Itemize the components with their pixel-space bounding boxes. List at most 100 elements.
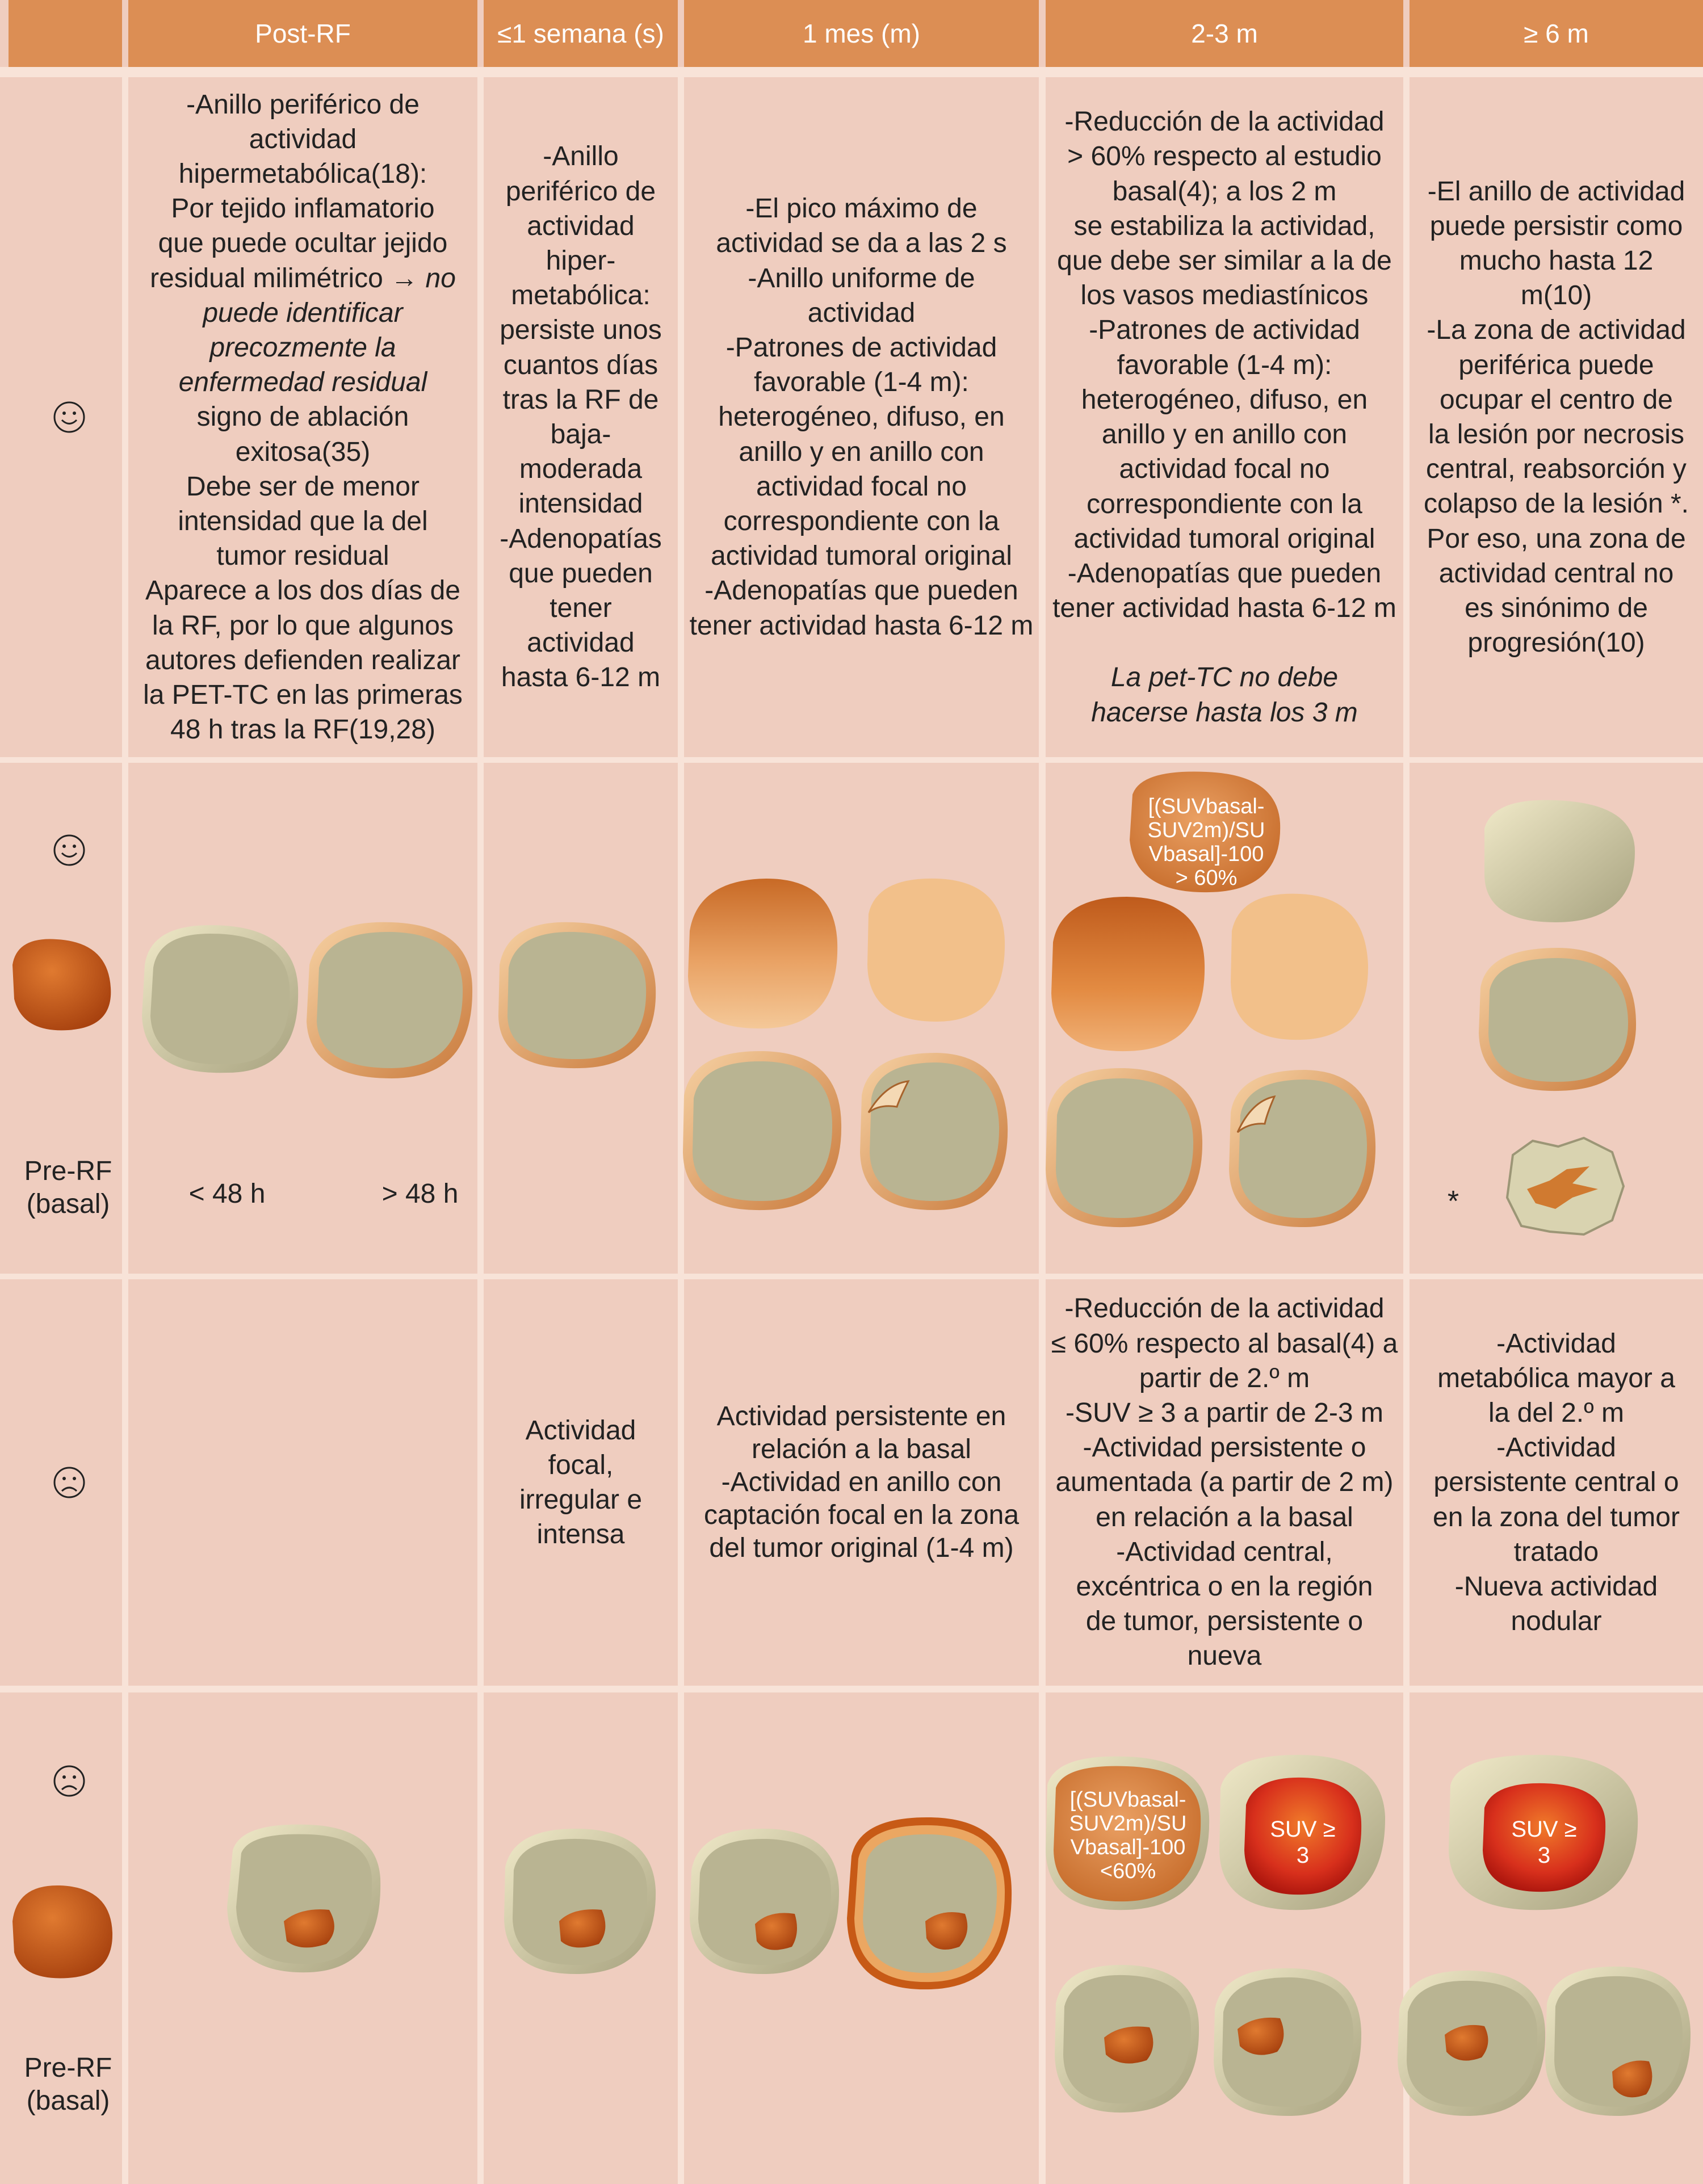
smiley-icon [53, 834, 85, 866]
text-line: correspondiente con la [1087, 489, 1362, 519]
fav-post-rf-text: -Anillo periférico de actividad hipermet… [143, 89, 463, 745]
text-line: > 60% respecto al estudio [1067, 141, 1382, 172]
text-line: favorable (1-4 m): [1117, 350, 1332, 380]
frown-icon [53, 1467, 85, 1498]
text-line: -Anillo uniforme de [748, 263, 975, 293]
text-line: actividad [527, 628, 635, 658]
unfav-week-zone [504, 1828, 656, 1975]
text-line: -Actividad central, [1116, 1536, 1333, 1567]
fav-6m-text: -El anillo de actividad puede persistir c… [1410, 77, 1703, 757]
fav-2-3m-text: -Reducción de la actividad > 60% respecto… [1046, 77, 1403, 757]
text-line: actividad focal no [756, 471, 967, 502]
text-line: metabólica mayor a [1437, 1363, 1675, 1393]
text-line: -Adenopatías [500, 523, 662, 554]
text-line: intensa [536, 1519, 625, 1550]
unfav-month-ring-focal [847, 1817, 1012, 1990]
text-line: hacerse hasta los 3 m [1091, 697, 1358, 728]
text-line: -Reducción de la actividad [1064, 1293, 1385, 1324]
text-line: actividad tumoral original [711, 541, 1012, 572]
text-line: Actividad persistente en [716, 1401, 1006, 1431]
text-line: correspondiente con la [723, 506, 1000, 536]
text-line: ocupar el centro de [1440, 384, 1673, 415]
text-line: -Adenopatías que pueden [704, 576, 1018, 606]
text-line: hasta 6-12 m [501, 662, 661, 693]
text-line: la del 2.º m [1488, 1397, 1624, 1428]
text-line: captación focal en la zona [703, 1500, 1020, 1530]
text-line: tras la RF de [502, 384, 659, 415]
text-line: -Actividad en anillo con [721, 1467, 1002, 1497]
text-line: que pueden [509, 558, 653, 589]
unfav-m23-suv-ge3 [1219, 1754, 1386, 1910]
unfav-month-persistent [690, 1828, 840, 1975]
text-line: baja- [550, 419, 611, 450]
text-line: -El pico máximo de [745, 194, 978, 224]
text-line: actividad se da a las 2 s [716, 228, 1007, 259]
text-line: que debe ser similar a la de [1057, 246, 1392, 276]
asterisk-label: * [1447, 1185, 1459, 1218]
text-line: anillo y en anillo con [1101, 419, 1348, 450]
text-line: en la zona del tumor [1433, 1502, 1680, 1532]
unfav-2-3m-text: -Reducción de la actividad ≤ 60% respecto… [1046, 1279, 1403, 1686]
unfav-m23-eccentric [1214, 1968, 1362, 2116]
unfav-m6-central [1398, 1970, 1546, 2116]
unfav-m6-nodular [1545, 1966, 1691, 2116]
unfav-m6-suv-ge3 [1449, 1754, 1638, 1910]
unfav-post-rf-zone [227, 1824, 381, 1973]
suv-ge3-m23-text: SUV ≥ 3 [1270, 1817, 1336, 1868]
text-line: metabólica: [511, 280, 651, 311]
text-line: basal(4); a los 2 m [1112, 176, 1337, 207]
text-line: del tumor original (1-4 m) [709, 1533, 1014, 1563]
text-line: -Reducción de la actividad [1064, 107, 1385, 137]
text-line: los vasos mediastínicos [1080, 280, 1369, 311]
text-line: tratado [1513, 1536, 1599, 1567]
text-line: es sinónimo de [1465, 593, 1648, 624]
header-post-rf: Post-RF [128, 0, 477, 67]
text-line: anillo y en anillo con [739, 436, 984, 467]
header-corner [9, 0, 122, 67]
text-line: Por eso, una zona de [1427, 523, 1686, 554]
m23-ring-focal [1229, 1070, 1376, 1228]
header-6m: ≥ 6 m [1410, 0, 1703, 67]
month-heterogeneous [688, 879, 838, 1029]
text-line: irregular e [519, 1485, 643, 1515]
text-line: ≤ 60% respecto al basal(4) a [1051, 1328, 1398, 1359]
gt48-label: > 48 h [381, 1179, 459, 1209]
text-line: actividad central no [1438, 558, 1674, 589]
text-line: -Patrones de actividad [725, 332, 997, 363]
ablation-zone-gt48 [307, 922, 473, 1078]
text-line: tener actividad hasta 6-12 m [1052, 593, 1396, 624]
text-line: excéntrica o en la región [1076, 1572, 1373, 1602]
m23-diffuse [1231, 893, 1369, 1040]
header-week: ≤1 semana (s) [484, 0, 678, 67]
text-line: -Anillo [543, 141, 619, 172]
text-line: relación a la basal [752, 1434, 971, 1464]
pre-rf-tumor [12, 939, 111, 1031]
text-line: periférico de [505, 176, 656, 207]
m6-small-zone [1484, 800, 1635, 922]
text-line: -Actividad [1496, 1328, 1616, 1359]
suv-bubble-text: [(SUVbasal- SUV2m)/SU Vbasal]-100 > 60% [1147, 795, 1265, 890]
m6-collapsed-lesion [1505, 1136, 1625, 1236]
text-line: cuantos días [503, 350, 658, 380]
unfav-m23-central [1055, 1964, 1199, 2113]
text-line: actividad [807, 297, 916, 328]
text-line: -Adenopatías que pueden [1067, 558, 1382, 589]
text-line: nueva [1187, 1641, 1262, 1671]
m23-heterogeneous [1051, 897, 1205, 1052]
m23-suv-bubble [1130, 771, 1281, 893]
text-line: intensidad [518, 489, 643, 519]
text-line: -Nueva actividad [1454, 1572, 1658, 1602]
header-2-3m: 2-3 m [1046, 0, 1403, 67]
text-line: -Actividad [1496, 1433, 1616, 1463]
text-line: actividad focal no [1119, 454, 1330, 485]
text-line: heterogéneo, difuso, en [1081, 384, 1368, 415]
text-line: La pet-TC no debe [1110, 662, 1339, 693]
m6-ring-zone [1479, 948, 1637, 1091]
m23-ring [1046, 1068, 1203, 1228]
text-line: m(10) [1520, 280, 1592, 311]
text-line: actividad [527, 211, 635, 241]
text-line: la lesión por necrosis [1428, 419, 1684, 450]
text-line: hiper- [546, 245, 616, 276]
unfav-suv-bubble-text: [(SUVbasal- SUV2m)/SU Vbasal]-100 <60% [1069, 1788, 1187, 1883]
